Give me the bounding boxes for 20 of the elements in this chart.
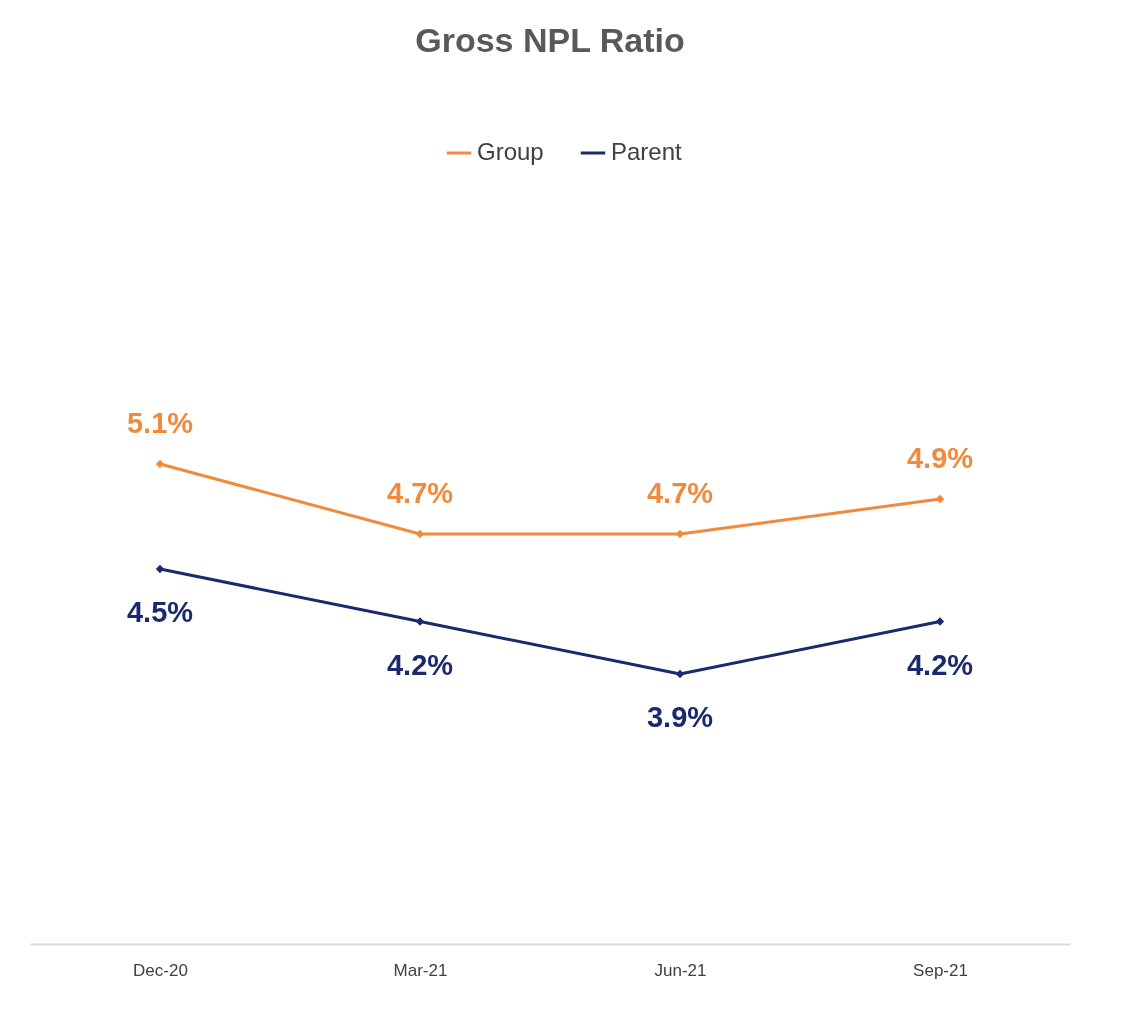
point [675,669,685,679]
point [155,459,165,469]
data-label: 4.7% [386,477,454,509]
point [155,564,165,574]
data-label: 3.9% [646,701,714,733]
data-label: 4.7% [646,477,714,509]
data-label: 5.1% [126,407,194,439]
x-tick-label: Jun-21 [654,960,707,980]
legend-label: Parent [611,138,683,165]
point [415,617,425,626]
data-label: 4.2% [386,648,454,681]
legend-label: Group [477,138,544,165]
data-label: 4.2% [906,648,974,681]
x-tick-label: Mar-21 [393,960,448,980]
data-label: 4.5% [126,596,194,628]
point [935,617,945,626]
x-tick-label: Sep-21 [913,960,968,980]
chart-title: Gross NPL Ratio [415,21,685,59]
data-label: 4.9% [906,442,974,474]
x-tick-label: Dec-20 [133,960,188,980]
